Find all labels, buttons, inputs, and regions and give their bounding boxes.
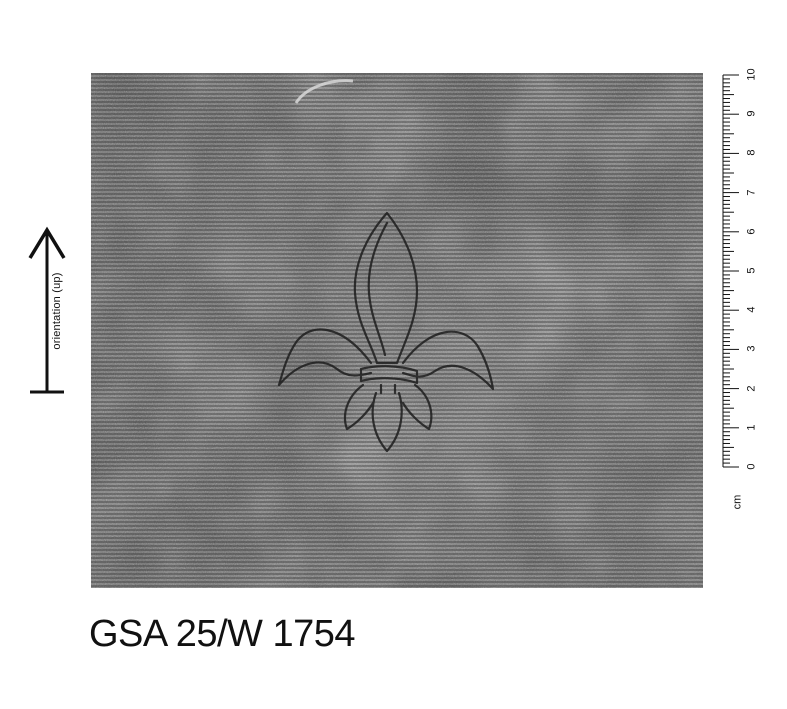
ruler-number: 7 — [745, 189, 758, 196]
scale-ruler: 0 1 2 3 4 5 6 7 8 9 10 cm — [718, 66, 768, 509]
ruler-number: 5 — [745, 267, 758, 274]
ruler-number: 4 — [745, 306, 758, 313]
fleur-de-lis-icon — [277, 211, 495, 453]
orientation-indicator: orientation (up) — [20, 220, 80, 400]
ruler-number: 6 — [745, 228, 758, 235]
ruler-number: 0 — [745, 463, 758, 470]
paper-scan — [91, 73, 703, 588]
ruler-number: 2 — [745, 385, 758, 392]
orientation-label: orientation (up) — [51, 272, 63, 350]
ruler-ticks — [722, 74, 739, 468]
ruler-number: 1 — [745, 424, 758, 431]
ruler-unit-label: cm — [731, 494, 744, 510]
ruler-number: 10 — [745, 68, 758, 81]
ruler-number: 8 — [745, 149, 758, 156]
ruler-number: 3 — [745, 345, 758, 352]
catalog-caption: GSA 25/W 1754 — [89, 613, 356, 655]
up-arrow-icon — [28, 226, 66, 394]
ruler-number: 9 — [745, 110, 758, 117]
paper-scan-image — [91, 73, 703, 588]
